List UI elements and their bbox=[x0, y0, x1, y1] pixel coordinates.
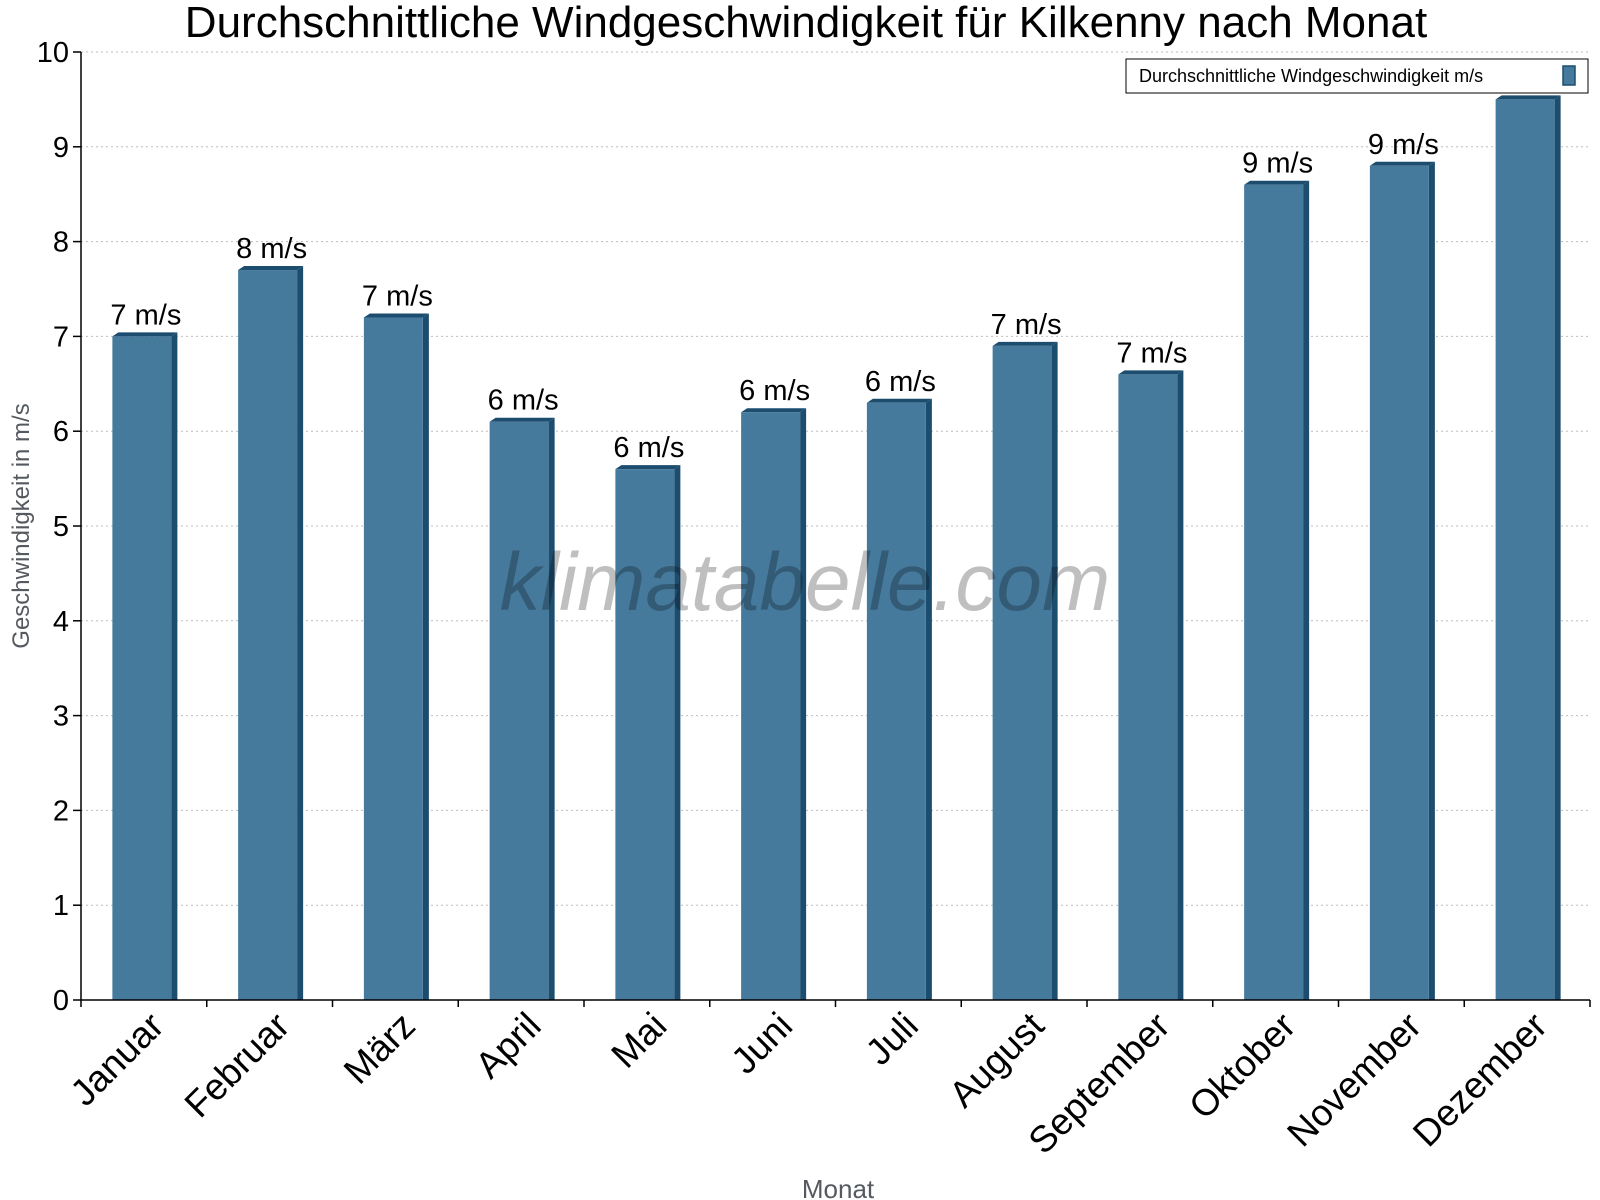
legend: Durchschnittliche Windgeschwindigkeit m/… bbox=[1125, 58, 1589, 94]
x-tick-label: Oktober bbox=[1181, 1005, 1303, 1127]
data-label: 6 m/s bbox=[865, 366, 936, 398]
bar-front bbox=[1244, 184, 1304, 1001]
bar bbox=[238, 266, 304, 1000]
bar bbox=[363, 313, 429, 1000]
bar bbox=[1244, 180, 1310, 1001]
y-axis-label: Geschwindigkeit in m/s bbox=[8, 403, 35, 648]
bar bbox=[1369, 161, 1435, 1000]
bar-side bbox=[1303, 180, 1310, 1001]
bar-front bbox=[238, 270, 298, 1000]
x-tick-label: Februar bbox=[177, 1005, 298, 1126]
bar-side bbox=[422, 313, 429, 1000]
y-tick-label: 3 bbox=[53, 701, 69, 733]
bar-front bbox=[1369, 165, 1429, 1000]
y-tick-label: 0 bbox=[53, 985, 69, 1017]
x-tick-label: März bbox=[336, 1005, 423, 1092]
data-label: 9 m/s bbox=[1242, 148, 1313, 180]
y-tick-label: 5 bbox=[53, 511, 69, 543]
bar-top bbox=[992, 341, 1058, 346]
bar bbox=[866, 398, 932, 1000]
bar-front bbox=[741, 412, 801, 1000]
bar-top bbox=[238, 266, 304, 271]
bar-top bbox=[1244, 180, 1310, 185]
y-tick-label: 4 bbox=[53, 606, 69, 638]
data-labels: 7 m/s 8 m/s 7 m/s 6 m/s 6 m/s 6 m/s 6 m/s 7 m/s… bbox=[110, 129, 1438, 464]
bar-top bbox=[615, 465, 681, 470]
bar bbox=[741, 408, 807, 1000]
bar-front bbox=[1118, 374, 1178, 1000]
x-tick-label: August bbox=[941, 1004, 1052, 1115]
x-tick-label: Juni bbox=[723, 1005, 800, 1082]
bar bbox=[992, 341, 1058, 1000]
legend-swatch bbox=[1562, 65, 1576, 86]
data-label: 6 m/s bbox=[613, 432, 684, 464]
x-tick-label: Dezember bbox=[1405, 1005, 1555, 1155]
x-ticks: Januar Februar März April Mai Juni Juli AugustS… bbox=[63, 1000, 1591, 1162]
bar-top bbox=[1495, 95, 1561, 100]
chart-title: Durchschnittliche Windgeschwindigkeit fü… bbox=[185, 0, 1427, 47]
legend-label: Durchschnittliche Windgeschwindigkeit m/… bbox=[1139, 66, 1483, 86]
bar-top bbox=[112, 332, 178, 337]
data-label: 7 m/s bbox=[110, 299, 181, 331]
x-tick-label: Juli bbox=[858, 1005, 926, 1073]
y-ticks: 0 1 2 3 4 5 6 7 8 9 10 bbox=[37, 37, 81, 1017]
grid-lines bbox=[81, 51, 1590, 906]
data-label: 9 m/s bbox=[1368, 129, 1439, 161]
bar-top bbox=[489, 417, 555, 422]
bar-front bbox=[992, 345, 1052, 1000]
bar-side bbox=[925, 398, 932, 1000]
data-label: 7 m/s bbox=[991, 309, 1062, 341]
bar-front bbox=[1495, 99, 1555, 1000]
legend-box bbox=[1125, 58, 1589, 94]
data-label: 7 m/s bbox=[1116, 337, 1187, 369]
bar-front bbox=[363, 317, 423, 1000]
bar-top bbox=[1118, 370, 1184, 375]
data-label: 8 m/s bbox=[236, 233, 307, 265]
x-tick-label: Mai bbox=[603, 1005, 674, 1076]
x-tick-label: Januar bbox=[63, 1005, 172, 1114]
bar-side bbox=[1051, 341, 1058, 1000]
bars bbox=[112, 95, 1561, 1001]
data-label: 6 m/s bbox=[739, 375, 810, 407]
x-tick-label: April bbox=[467, 1005, 548, 1086]
bar bbox=[615, 465, 681, 1000]
y-tick-label: 6 bbox=[53, 416, 69, 448]
y-tick-label: 8 bbox=[53, 227, 69, 259]
bar-front bbox=[489, 421, 549, 1001]
bar-side bbox=[297, 266, 304, 1000]
bar-top bbox=[1369, 161, 1435, 166]
bar bbox=[489, 417, 555, 1001]
watermark: klimatabelle.com bbox=[500, 537, 1111, 628]
bar-side bbox=[800, 408, 807, 1000]
bar-front bbox=[866, 402, 926, 1000]
bar bbox=[1118, 370, 1184, 1000]
data-label: 6 m/s bbox=[488, 385, 559, 417]
bar-side bbox=[548, 417, 555, 1001]
bar bbox=[1495, 95, 1561, 1000]
bar-top bbox=[866, 398, 932, 403]
bar-side bbox=[1554, 95, 1561, 1000]
bar-front bbox=[112, 336, 172, 1000]
data-label: 7 m/s bbox=[362, 280, 433, 312]
bar-side bbox=[171, 332, 178, 1000]
y-tick-label: 1 bbox=[53, 890, 69, 922]
bar-top bbox=[363, 313, 429, 318]
bar-side bbox=[1177, 370, 1184, 1000]
y-tick-label: 9 bbox=[53, 132, 69, 164]
bar-side bbox=[1428, 161, 1435, 1000]
bar-side bbox=[674, 465, 681, 1000]
x-axis-label: Monat bbox=[802, 1174, 875, 1200]
bar bbox=[112, 332, 178, 1000]
bar-top bbox=[741, 408, 807, 413]
x-tick-label: November bbox=[1279, 1005, 1429, 1155]
y-tick-label: 2 bbox=[53, 795, 69, 827]
bar-front bbox=[615, 469, 675, 1000]
y-tick-label: 10 bbox=[37, 37, 69, 69]
y-tick-label: 7 bbox=[53, 321, 69, 353]
